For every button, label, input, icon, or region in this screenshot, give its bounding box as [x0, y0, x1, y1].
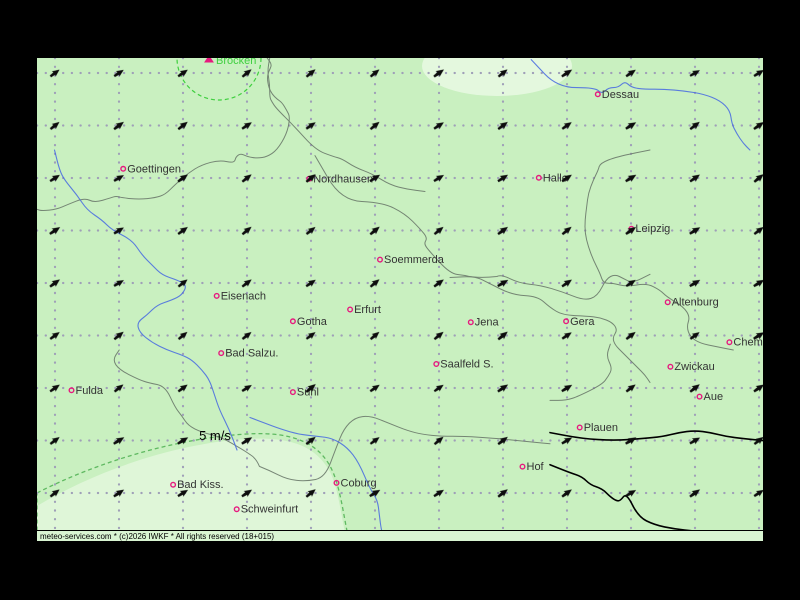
svg-text:Aue: Aue — [704, 391, 724, 403]
svg-text:Fulda: Fulda — [76, 385, 104, 397]
svg-text:Zwickau: Zwickau — [674, 361, 714, 373]
svg-text:Dessau: Dessau — [602, 89, 639, 101]
svg-text:Nordhausen: Nordhausen — [313, 173, 373, 185]
svg-text:5 m/s: 5 m/s — [199, 428, 231, 443]
svg-text:Altenburg: Altenburg — [672, 297, 719, 309]
svg-text:Chemnitz: Chemnitz — [733, 337, 763, 349]
svg-text:Goettingen: Goettingen — [127, 163, 181, 175]
svg-text:Schweinfurt: Schweinfurt — [241, 504, 298, 516]
svg-text:Bad Salzu.: Bad Salzu. — [225, 348, 278, 360]
svg-text:Soemmerda: Soemmerda — [384, 254, 445, 266]
svg-text:Gera: Gera — [570, 316, 595, 328]
svg-text:Coburg: Coburg — [341, 477, 377, 489]
svg-text:Plauen: Plauen — [584, 422, 618, 434]
svg-text:Hof: Hof — [527, 461, 545, 473]
svg-text:Suhl: Suhl — [297, 387, 319, 399]
svg-text:Gotha: Gotha — [297, 316, 328, 328]
svg-text:Saalfeld S.: Saalfeld S. — [440, 359, 493, 371]
svg-text:Bad Kiss.: Bad Kiss. — [177, 479, 223, 491]
svg-text:Erfurt: Erfurt — [354, 304, 381, 316]
svg-text:Jena: Jena — [475, 317, 500, 329]
svg-text:Brocken: Brocken — [216, 58, 256, 67]
svg-text:Leipzig: Leipzig — [635, 223, 670, 235]
svg-text:Eisenach: Eisenach — [221, 290, 266, 302]
